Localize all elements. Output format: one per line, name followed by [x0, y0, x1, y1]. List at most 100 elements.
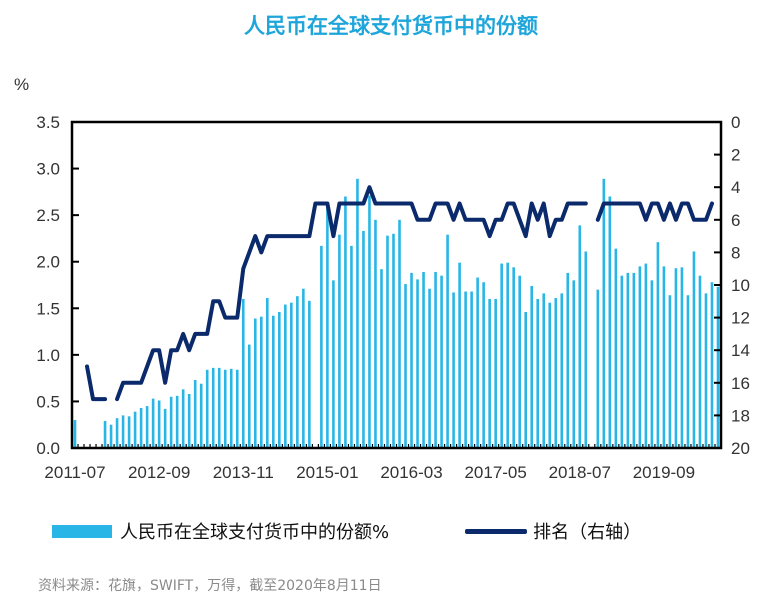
bar	[698, 275, 702, 448]
bar	[524, 312, 527, 448]
bar	[680, 267, 684, 448]
bar	[494, 298, 497, 448]
bar	[163, 408, 167, 448]
bar	[716, 286, 720, 448]
bar	[115, 418, 119, 448]
bar	[338, 234, 341, 448]
bar	[266, 298, 269, 448]
x-tick-label: 2016-03	[380, 463, 442, 482]
bar	[440, 275, 443, 448]
bar	[548, 302, 552, 448]
bar	[578, 225, 582, 448]
right-tick-label: 18	[731, 406, 750, 425]
bar	[410, 272, 413, 448]
bar	[139, 407, 143, 448]
bar	[217, 367, 221, 448]
left-tick-label: 3.5	[36, 113, 60, 132]
bar	[536, 298, 540, 448]
bar	[566, 272, 570, 448]
x-tick-label: 2013-11	[213, 463, 274, 482]
bar	[308, 300, 311, 448]
bar	[596, 289, 600, 448]
bar	[416, 279, 419, 448]
bar	[205, 369, 209, 448]
chart-title: 人民币在全球支付货币中的份额	[244, 14, 538, 38]
right-tick-label: 0	[731, 113, 740, 132]
bar	[446, 234, 449, 448]
bar	[344, 196, 347, 448]
bar	[560, 293, 564, 448]
bar	[284, 304, 287, 448]
bar	[326, 206, 329, 448]
bar	[602, 178, 606, 448]
bar	[530, 285, 534, 448]
x-tick-label: 2017-05	[464, 463, 526, 482]
bar	[223, 369, 227, 448]
bar	[464, 291, 467, 448]
bar	[608, 196, 612, 448]
bar-series	[73, 178, 720, 448]
x-tick-label: 2011-07	[44, 463, 105, 482]
bar	[500, 263, 503, 448]
bar	[356, 178, 359, 448]
bar	[692, 251, 696, 448]
bar	[211, 367, 215, 448]
left-tick-label: 0.5	[36, 392, 60, 411]
bar	[398, 219, 401, 448]
bar	[229, 368, 233, 448]
bar	[73, 420, 77, 448]
left-tick-label: 2.0	[36, 253, 60, 272]
bar	[458, 262, 461, 448]
bar	[668, 295, 672, 448]
bar	[686, 295, 690, 448]
bar	[554, 298, 558, 448]
bar	[253, 318, 257, 448]
right-tick-label: 10	[731, 276, 750, 295]
bar	[199, 383, 203, 448]
right-tick-label: 20	[731, 439, 750, 458]
bar	[506, 262, 509, 448]
rank-line-segment	[115, 185, 588, 402]
bar	[241, 298, 245, 448]
bar	[290, 302, 293, 448]
bar	[656, 242, 660, 448]
bar	[584, 251, 588, 448]
bar	[175, 395, 179, 448]
x-tick-label: 2015-01	[296, 463, 358, 482]
source-note: 资料来源：花旗，SWIFT，万得，截至2020年8月11日	[38, 578, 382, 594]
bar	[428, 288, 431, 448]
bar	[127, 416, 131, 448]
legend: 人民币在全球支付货币中的份额% 排名（右轴）	[52, 518, 641, 544]
bar	[121, 415, 125, 448]
left-tick-label: 2.5	[36, 206, 60, 225]
bar	[157, 400, 161, 448]
legend-line-swatch	[465, 528, 528, 534]
x-tick-label: 2019-09	[633, 463, 695, 482]
right-tick-label: 6	[731, 211, 740, 230]
bar	[374, 219, 377, 448]
bar	[380, 269, 383, 448]
bar	[181, 389, 185, 448]
bar	[187, 393, 191, 448]
bar	[422, 271, 425, 448]
legend-line-label: 排名（右轴）	[533, 522, 642, 543]
left-tick-label: 1.0	[36, 346, 60, 365]
bar	[404, 284, 407, 448]
bar	[368, 195, 371, 448]
plot-frame	[70, 120, 723, 450]
bar	[362, 230, 365, 448]
bar	[620, 275, 624, 448]
bar	[350, 245, 353, 448]
axes: 0.0 0.5 1.0 1.5 2.0 2.5 3.0 3.5 0 2 4 6 8 10 12 14 16 18 2…	[36, 113, 750, 482]
x-tick-label: 2018-07	[549, 463, 611, 482]
bar	[169, 396, 173, 448]
legend-bar-swatch	[52, 524, 112, 538]
rank-line-segment	[85, 364, 108, 402]
bar	[296, 296, 299, 448]
bar	[542, 293, 546, 448]
bar	[272, 315, 275, 448]
bar	[674, 268, 678, 448]
bar	[452, 292, 455, 448]
right-tick-label: 12	[731, 309, 750, 328]
